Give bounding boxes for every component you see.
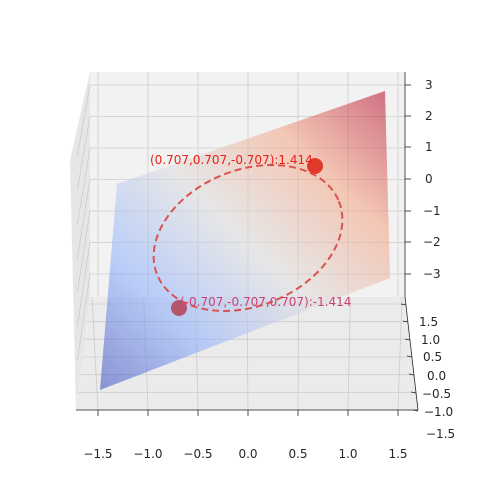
max-point-label: (0.707,0.707,-0.707):1.414 [150, 153, 313, 167]
y-tick-label: 0.0 [427, 369, 446, 383]
min-point-marker [171, 300, 187, 316]
left-pane-gridline [77, 210, 91, 293]
max-point-marker [307, 158, 323, 174]
left-pane-gridline [77, 116, 91, 191]
left-pane-gridline [77, 242, 91, 327]
floor-pane-gridline [91, 296, 99, 411]
y-tick [404, 338, 411, 341]
y-tick [410, 391, 417, 394]
z-axis: −3 −2 −1 0 1 2 3 [405, 78, 441, 281]
z-tick-label: −1 [423, 204, 441, 218]
z-tick-label: 2 [425, 109, 433, 123]
z-tick-label: 0 [425, 172, 433, 186]
y-tick-label: −0.5 [422, 387, 451, 401]
floor-pane-gridline [397, 296, 403, 411]
y-tick-label: 1.0 [421, 333, 440, 347]
y-tick-label: 0.5 [423, 350, 442, 364]
y-tick [412, 409, 419, 412]
y-axis-line [404, 296, 419, 411]
constraint-curve [152, 164, 344, 312]
y-tick [402, 320, 409, 323]
left-pane-gridline [77, 273, 91, 361]
x-tick-label: −1.0 [133, 447, 162, 461]
x-tick-label: −0.5 [183, 447, 212, 461]
y-tick [400, 303, 407, 306]
y-tick-label: −1.5 [426, 427, 455, 441]
min-point-label: (-0.707,-0.707,0.707):-1.414 [180, 295, 351, 309]
x-tick-label: −1.5 [83, 447, 112, 461]
z-tick-label: 3 [425, 78, 433, 92]
y-tick-label: −1.0 [424, 405, 453, 419]
x-tick-label: 0.5 [288, 447, 307, 461]
y-tick [406, 355, 413, 358]
left-pane-gridline [77, 147, 91, 225]
z-tick-label: −2 [423, 235, 441, 249]
x-tick-label: 0.0 [238, 447, 257, 461]
x-tick-label: 1.0 [338, 447, 357, 461]
floor-pane-gridline [347, 296, 351, 411]
floor-pane-gridline [297, 296, 300, 411]
x-axis: −1.5 −1.0 −0.5 0.0 0.5 1.0 1.5 [83, 410, 408, 461]
y-axis: −1.5 −1.0 −0.5 0.0 0.5 1.0 1.5 [400, 303, 455, 441]
y-tick-label: 1.5 [419, 315, 438, 329]
z-tick-label: −3 [423, 267, 441, 281]
x-tick-label: 1.5 [388, 447, 407, 461]
left-pane-gridline [77, 179, 91, 259]
y-tick [408, 373, 415, 376]
left-pane-gridline [77, 84, 91, 157]
z-tick-label: 1 [425, 140, 433, 154]
